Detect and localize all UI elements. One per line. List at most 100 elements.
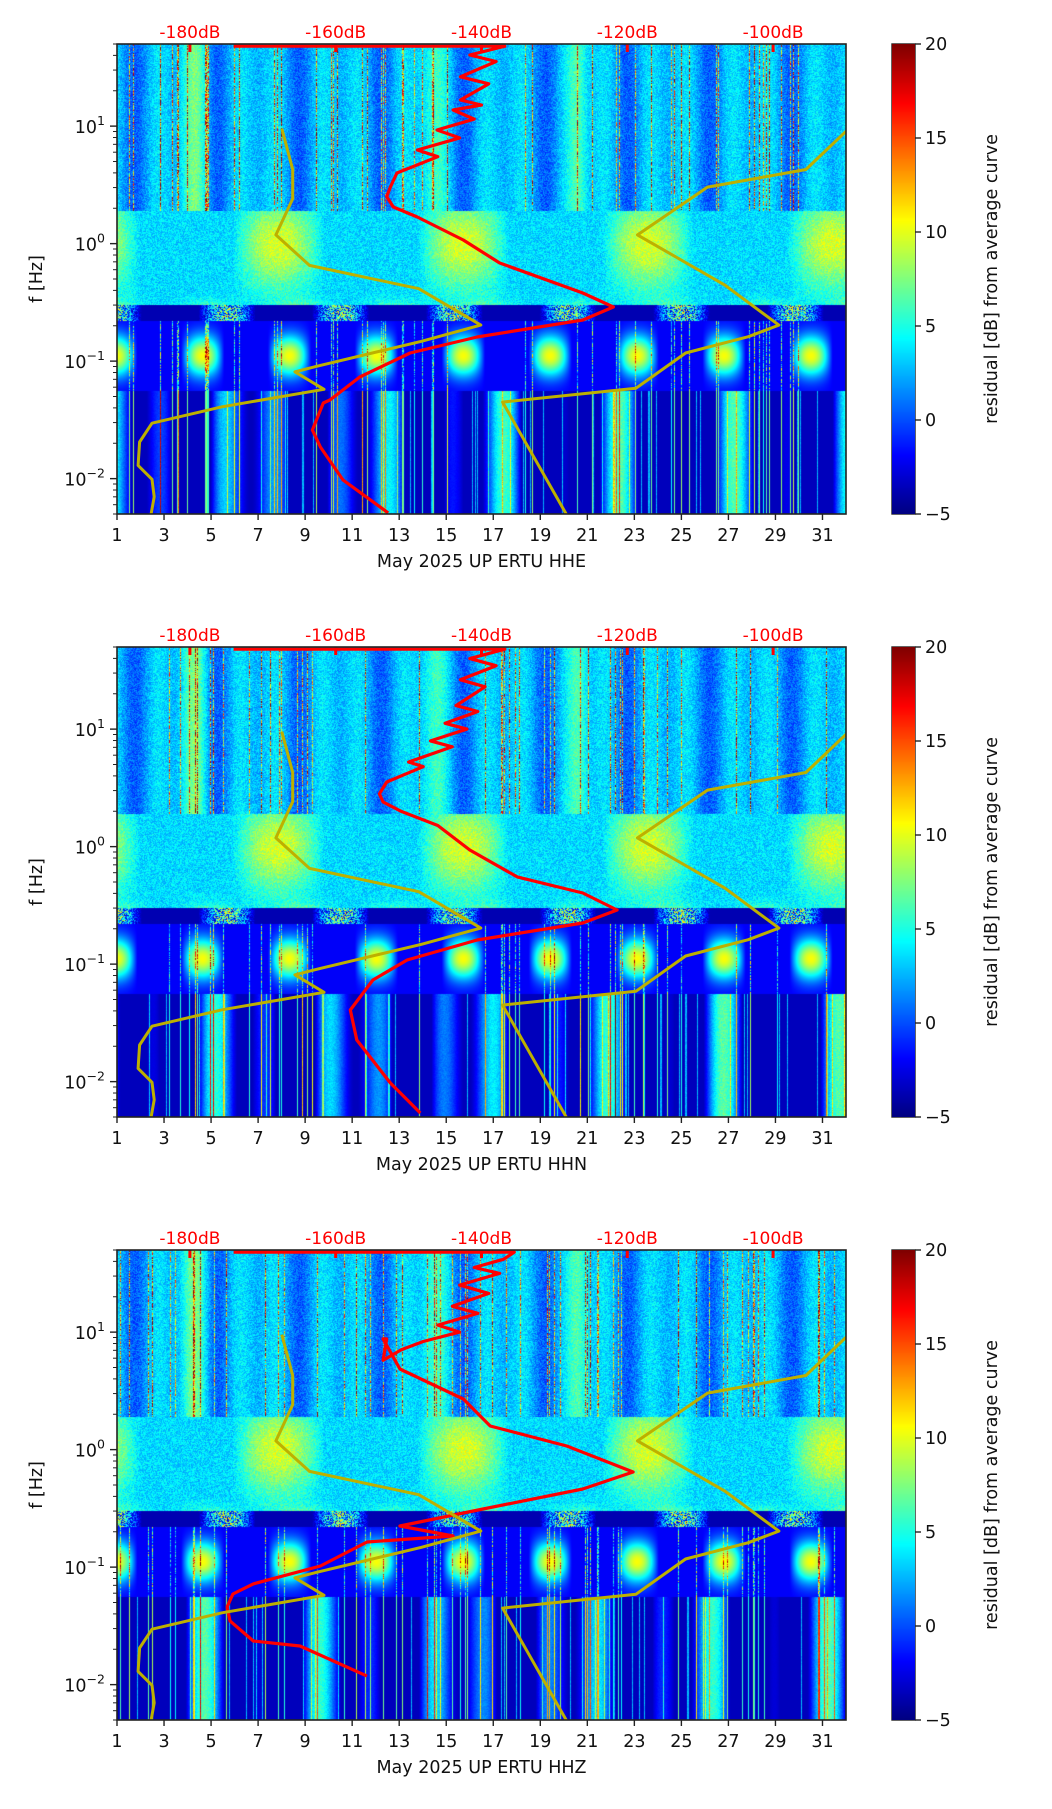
x-axis-label: May 2025 UP ERTU HHN [376, 1155, 587, 1175]
x-tick-label: 7 [253, 1129, 264, 1149]
colorbar-tick-label: 0 [925, 1014, 936, 1034]
x-tick-label: 13 [388, 1732, 410, 1752]
colorbar-tick-label: 20 [925, 35, 947, 55]
db-tick-label: -140dB [451, 626, 512, 646]
x-tick-label: 17 [482, 1129, 504, 1149]
db-tick-label: -140dB [451, 1229, 512, 1249]
x-tick-label: 29 [764, 1129, 786, 1149]
spectrogram-panel-1: -180dB -160dB -140dB -120dB -100dB 1 3 5 7 9 11 13 1… [0, 0, 1052, 603]
x-tick-label: 29 [764, 526, 786, 546]
x-tick-label: 1 [111, 1732, 122, 1752]
x-tick-label: 25 [670, 1732, 692, 1752]
x-tick-label: 23 [623, 1129, 645, 1149]
db-tick-label: -100dB [743, 626, 804, 646]
y-tick-label: 101 [75, 716, 105, 741]
x-tick-label: 15 [435, 526, 457, 546]
x-tick-label: 23 [623, 526, 645, 546]
x-tick-label: 9 [300, 526, 311, 546]
colorbar-label: residual [dB] from average curve [982, 737, 1002, 1027]
plot-frame [116, 1249, 847, 1721]
y-tick-label: 101 [75, 1319, 105, 1344]
x-tick-label: 21 [576, 1129, 598, 1149]
colorbar-tick-label: 5 [925, 920, 936, 940]
y-tick-label: 10−2 [64, 466, 105, 491]
spectrogram-panel-2: -180dB -160dB -140dB -120dB -100dB 1 3 5 7 9 11 13 1… [0, 603, 1052, 1206]
nhnm-curve [501, 1335, 846, 1720]
y-tick-label: 10−2 [64, 1672, 105, 1697]
plot-frame [116, 646, 847, 1118]
x-tick-label: 5 [205, 1129, 216, 1149]
x-tick-label: 19 [529, 1732, 551, 1752]
x-tick-label: 31 [811, 1732, 833, 1752]
x-tick-label: 21 [576, 526, 598, 546]
x-tick-label: 31 [811, 1129, 833, 1149]
x-tick-label: 3 [158, 526, 169, 546]
x-tick-label: 19 [529, 1129, 551, 1149]
db-tick-label: -140dB [451, 23, 512, 43]
x-tick-label: 15 [435, 1732, 457, 1752]
x-tick-label: 27 [717, 1129, 739, 1149]
x-tick-label: 29 [764, 1732, 786, 1752]
average-psd-curve [233, 647, 619, 1115]
db-tick-label: -120dB [597, 1229, 658, 1249]
y-tick-label: 100 [75, 1437, 105, 1462]
x-tick-label: 17 [482, 1732, 504, 1752]
x-tick-label: 1 [111, 526, 122, 546]
x-tick-label: 5 [205, 1732, 216, 1752]
colorbar-tick-label: 20 [925, 1241, 947, 1261]
spectrogram-image [117, 1250, 846, 1720]
y-axis-label: f [Hz] [27, 858, 47, 906]
nhnm-curve [501, 129, 846, 514]
x-tick-label: 15 [435, 1129, 457, 1149]
colorbar-tick-label: −5 [925, 505, 951, 525]
spectrogram-image [117, 44, 846, 514]
colorbar-tick-label: 10 [925, 826, 947, 846]
plot-frame [116, 43, 847, 515]
spectrogram-image [117, 647, 846, 1117]
nlnm-curve [136, 128, 483, 514]
y-tick-label: 101 [75, 113, 105, 138]
db-tick-label: -180dB [159, 23, 220, 43]
colorbar-tick-label: 0 [925, 411, 936, 431]
colorbar-tick-label: 15 [925, 732, 947, 752]
colorbar-tick-label: 0 [925, 1617, 936, 1637]
x-tick-label: 17 [482, 526, 504, 546]
y-tick-label: 100 [75, 834, 105, 859]
x-tick-label: 11 [341, 1129, 363, 1149]
db-tick-label: -160dB [305, 1229, 366, 1249]
x-tick-label: 3 [158, 1129, 169, 1149]
x-tick-label: 13 [388, 526, 410, 546]
y-tick-label: 10−2 [64, 1069, 105, 1094]
x-tick-label: 7 [253, 1732, 264, 1752]
x-tick-label: 25 [670, 526, 692, 546]
x-tick-label: 9 [300, 1129, 311, 1149]
x-tick-label: 1 [111, 1129, 122, 1149]
x-tick-label: 19 [529, 526, 551, 546]
y-tick-label: 10−1 [64, 951, 105, 976]
colorbar-tick-label: 5 [925, 1523, 936, 1543]
x-tick-label: 25 [670, 1129, 692, 1149]
y-axis-label: f [Hz] [27, 1461, 47, 1509]
x-tick-label: 23 [623, 1732, 645, 1752]
colorbar-label: residual [dB] from average curve [982, 134, 1002, 424]
db-tick-label: -120dB [597, 23, 658, 43]
db-tick-label: -180dB [159, 1229, 220, 1249]
x-axis-label: May 2025 UP ERTU HHZ [376, 1758, 586, 1778]
y-axis-label: f [Hz] [27, 255, 47, 303]
db-tick-label: -120dB [597, 626, 658, 646]
y-tick-label: 10−1 [64, 348, 105, 373]
average-psd-curve [233, 44, 616, 514]
nhnm-curve [501, 732, 846, 1117]
colorbar-tick-label: 15 [925, 129, 947, 149]
colorbar [892, 1250, 915, 1720]
colorbar-tick-label: 10 [925, 1429, 947, 1449]
x-tick-label: 31 [811, 526, 833, 546]
db-tick-label: -160dB [305, 626, 366, 646]
average-psd-curve [225, 1250, 635, 1678]
colorbar-tick-label: 15 [925, 1335, 947, 1355]
db-tick-label: -100dB [743, 23, 804, 43]
colorbar-tick-label: −5 [925, 1108, 951, 1128]
